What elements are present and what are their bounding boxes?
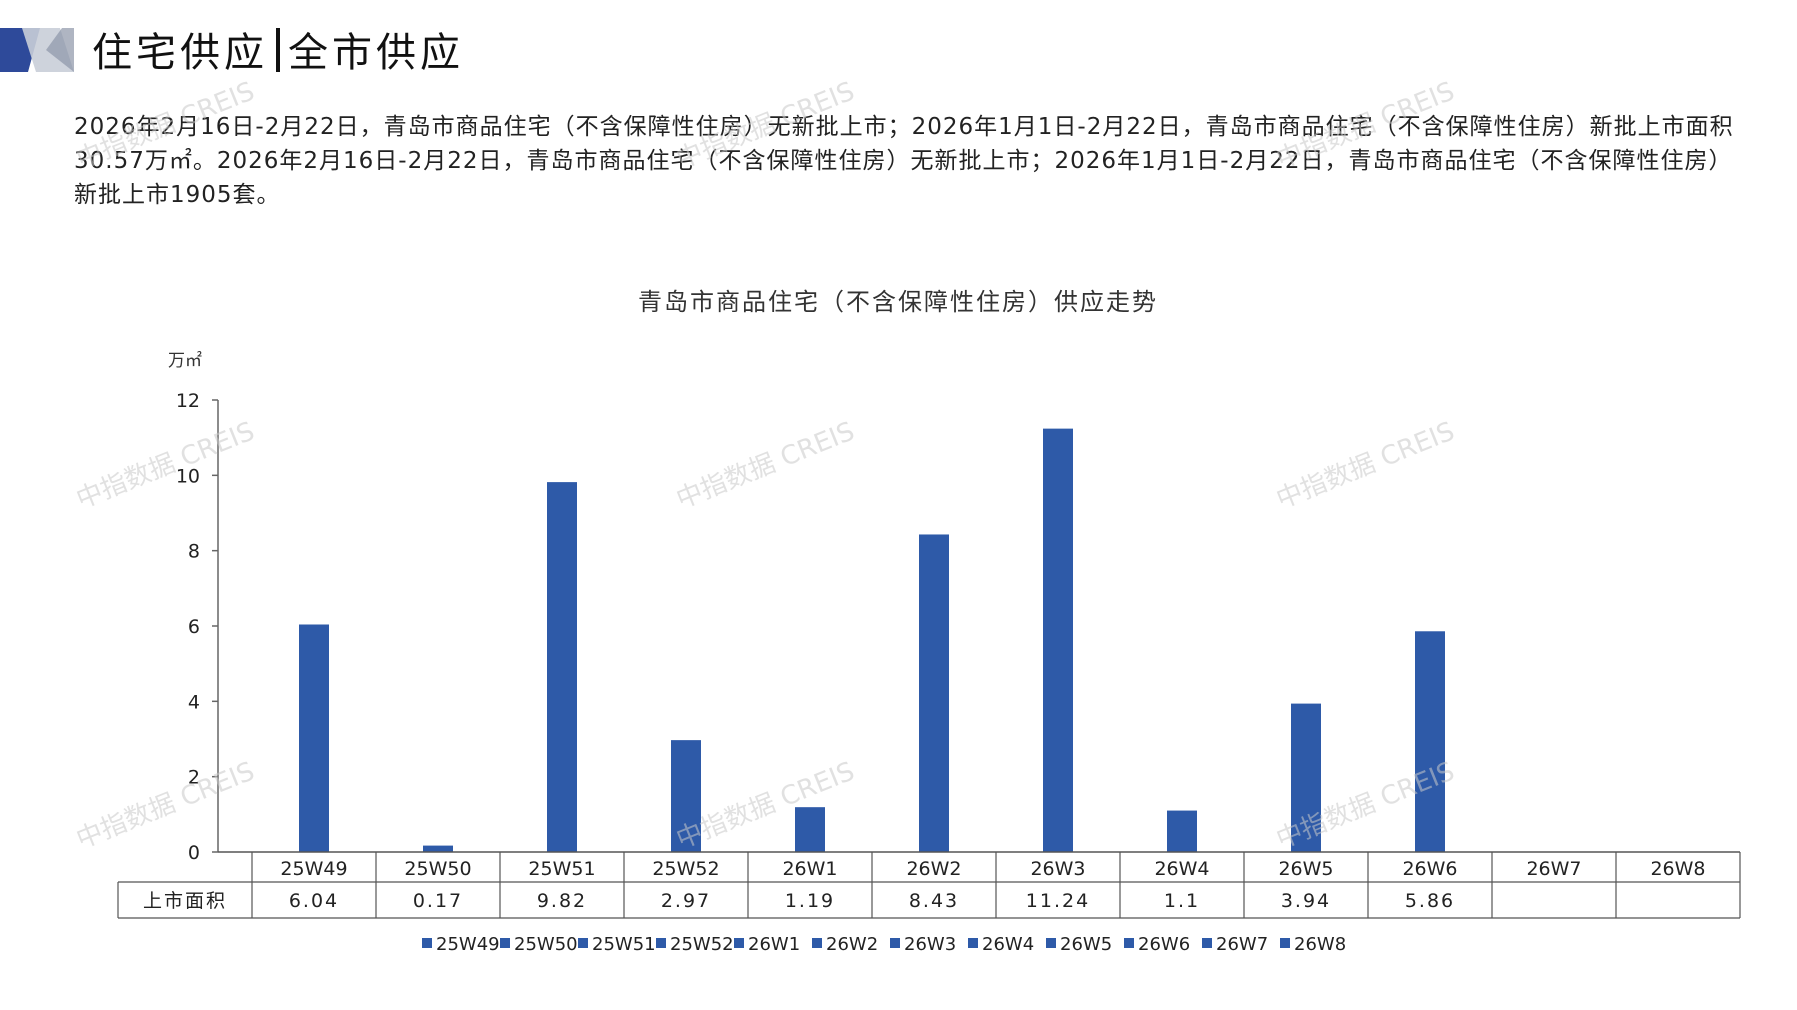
bar-26W2	[919, 534, 949, 852]
x-tick-label: 25W51	[528, 858, 595, 880]
table-row-header: 上市面积	[143, 890, 227, 912]
page-title-main: 住宅供应	[92, 30, 268, 76]
x-tick-label: 26W2	[906, 858, 961, 880]
y-tick-label: 12	[176, 390, 200, 412]
legend-swatch	[422, 938, 432, 948]
legend-swatch	[890, 938, 900, 948]
bar-26W5	[1291, 703, 1321, 852]
legend-item: 26W6	[1138, 934, 1190, 955]
legend-swatch	[1046, 938, 1056, 948]
x-tick-label: 25W49	[280, 858, 347, 880]
legend-swatch	[500, 938, 510, 948]
x-tick-label: 26W1	[782, 858, 837, 880]
legend-swatch	[734, 938, 744, 948]
legend-item: 26W4	[982, 934, 1034, 955]
x-tick-label: 25W50	[404, 858, 471, 880]
data-label: 8.43	[909, 890, 959, 912]
legend-item: 25W52	[670, 934, 734, 955]
x-tick-label: 26W8	[1650, 858, 1705, 880]
data-label: 1.19	[785, 890, 835, 912]
legend-swatch	[656, 938, 666, 948]
y-tick-label: 0	[188, 842, 200, 864]
x-tick-label: 25W52	[652, 858, 719, 880]
bar-26W3	[1043, 428, 1073, 852]
bar-26W1	[795, 807, 825, 852]
legend-item: 25W50	[514, 934, 578, 955]
y-tick-label: 8	[188, 541, 200, 563]
page-title: 住宅供应 全市供应	[92, 20, 464, 78]
data-label: 11.24	[1026, 890, 1090, 912]
bar-25W52	[671, 740, 701, 852]
data-label: 1.1	[1164, 890, 1200, 912]
data-label: 0.17	[413, 890, 463, 912]
legend-item: 26W5	[1060, 934, 1112, 955]
legend-item: 26W3	[904, 934, 956, 955]
data-label: 9.82	[537, 890, 587, 912]
data-label: 2.97	[661, 890, 711, 912]
y-tick-label: 6	[188, 616, 200, 638]
bar-25W49	[299, 624, 329, 852]
legend-swatch	[812, 938, 822, 948]
legend-item: 26W8	[1294, 934, 1346, 955]
x-tick-label: 26W7	[1526, 858, 1581, 880]
legend-swatch	[968, 938, 978, 948]
bar-25W50	[423, 845, 453, 852]
legend-item: 26W2	[826, 934, 878, 955]
x-tick-label: 26W6	[1402, 858, 1457, 880]
bar-26W6	[1415, 631, 1445, 852]
legend-swatch	[578, 938, 588, 948]
legend-swatch	[1124, 938, 1134, 948]
x-tick-label: 26W4	[1154, 858, 1209, 880]
chart-title: 青岛市商品住宅（不含保障性住房）供应走势	[638, 288, 1158, 316]
y-axis-unit: 万㎡	[168, 351, 202, 371]
bar-25W51	[547, 482, 577, 852]
data-label: 5.86	[1405, 890, 1455, 912]
legend-item: 25W49	[436, 934, 500, 955]
title-divider	[276, 28, 280, 72]
x-tick-label: 26W3	[1030, 858, 1085, 880]
legend-item: 25W51	[592, 934, 656, 955]
data-label: 6.04	[289, 890, 339, 912]
y-tick-label: 4	[188, 691, 200, 713]
legend-item: 26W1	[748, 934, 800, 955]
page-title-sub: 全市供应	[288, 30, 464, 76]
bar-26W4	[1167, 810, 1197, 852]
summary-text: 2026年2月16日-2月22日，青岛市商品住宅（不含保障性住房）无新批上市；2…	[74, 114, 1734, 208]
brand-logo	[0, 28, 74, 72]
legend-swatch	[1202, 938, 1212, 948]
legend-item: 26W7	[1216, 934, 1268, 955]
x-tick-label: 26W5	[1278, 858, 1333, 880]
y-tick-label: 10	[176, 465, 200, 487]
y-tick-label: 2	[188, 767, 200, 789]
data-label: 3.94	[1281, 890, 1331, 912]
legend-swatch	[1280, 938, 1290, 948]
